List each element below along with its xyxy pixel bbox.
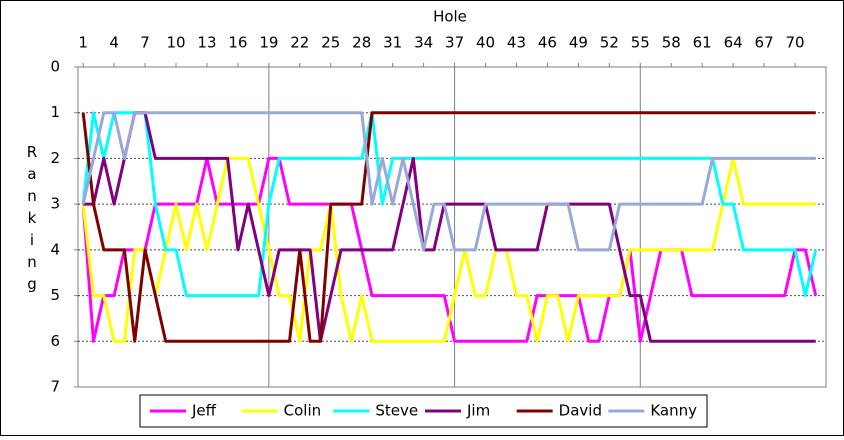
legend-label: Colin bbox=[284, 402, 322, 420]
x-tick-label: 1 bbox=[78, 34, 88, 52]
x-tick-label: 49 bbox=[569, 34, 588, 52]
x-axis-title: Hole bbox=[433, 8, 467, 26]
y-tick-label: 0 bbox=[50, 58, 60, 76]
x-tick-label: 70 bbox=[786, 34, 805, 52]
x-tick-label: 43 bbox=[507, 34, 526, 52]
series-line bbox=[81, 111, 818, 298]
x-tick-label: 19 bbox=[259, 34, 278, 52]
x-tick-label: 25 bbox=[321, 34, 340, 52]
x-tick-label: 13 bbox=[197, 34, 216, 52]
series-line bbox=[81, 111, 816, 252]
x-tick-label: 52 bbox=[600, 34, 619, 52]
x-tick-label: 7 bbox=[140, 34, 150, 52]
legend-label: Kanny bbox=[650, 402, 697, 420]
y-tick-label: 5 bbox=[50, 286, 60, 304]
x-tick-label: 58 bbox=[662, 34, 681, 52]
y-tick-label: 1 bbox=[50, 103, 60, 121]
x-tick-label: 10 bbox=[166, 34, 185, 52]
x-tick-label: 64 bbox=[724, 34, 743, 52]
series-line bbox=[81, 111, 816, 343]
x-tick-label: 55 bbox=[631, 34, 650, 52]
x-tick-label: 4 bbox=[109, 34, 119, 52]
y-tick-label: 3 bbox=[50, 195, 60, 213]
x-tick-label: 40 bbox=[476, 34, 495, 52]
x-tick-label: 34 bbox=[414, 34, 433, 52]
x-tick-label: 61 bbox=[693, 34, 712, 52]
legend-label: Steve bbox=[375, 402, 418, 420]
y-tick-label: 4 bbox=[50, 240, 60, 258]
y-tick-label: 7 bbox=[50, 378, 60, 396]
y-tick-label: 6 bbox=[50, 332, 60, 350]
x-tick-label: 22 bbox=[290, 34, 309, 52]
x-tick-label: 28 bbox=[352, 34, 371, 52]
x-tick-label: 37 bbox=[445, 34, 464, 52]
legend-label: David bbox=[559, 402, 602, 420]
x-tick-label: 46 bbox=[538, 34, 557, 52]
legend-label: Jim bbox=[466, 402, 490, 420]
x-tick-label: 31 bbox=[383, 34, 402, 52]
legend-label: Jeff bbox=[191, 402, 217, 420]
x-tick-label: 16 bbox=[228, 34, 247, 52]
x-tick-label: 67 bbox=[755, 34, 774, 52]
series-line bbox=[81, 156, 816, 343]
y-tick-label: 2 bbox=[50, 149, 60, 167]
series-line bbox=[83, 111, 816, 343]
